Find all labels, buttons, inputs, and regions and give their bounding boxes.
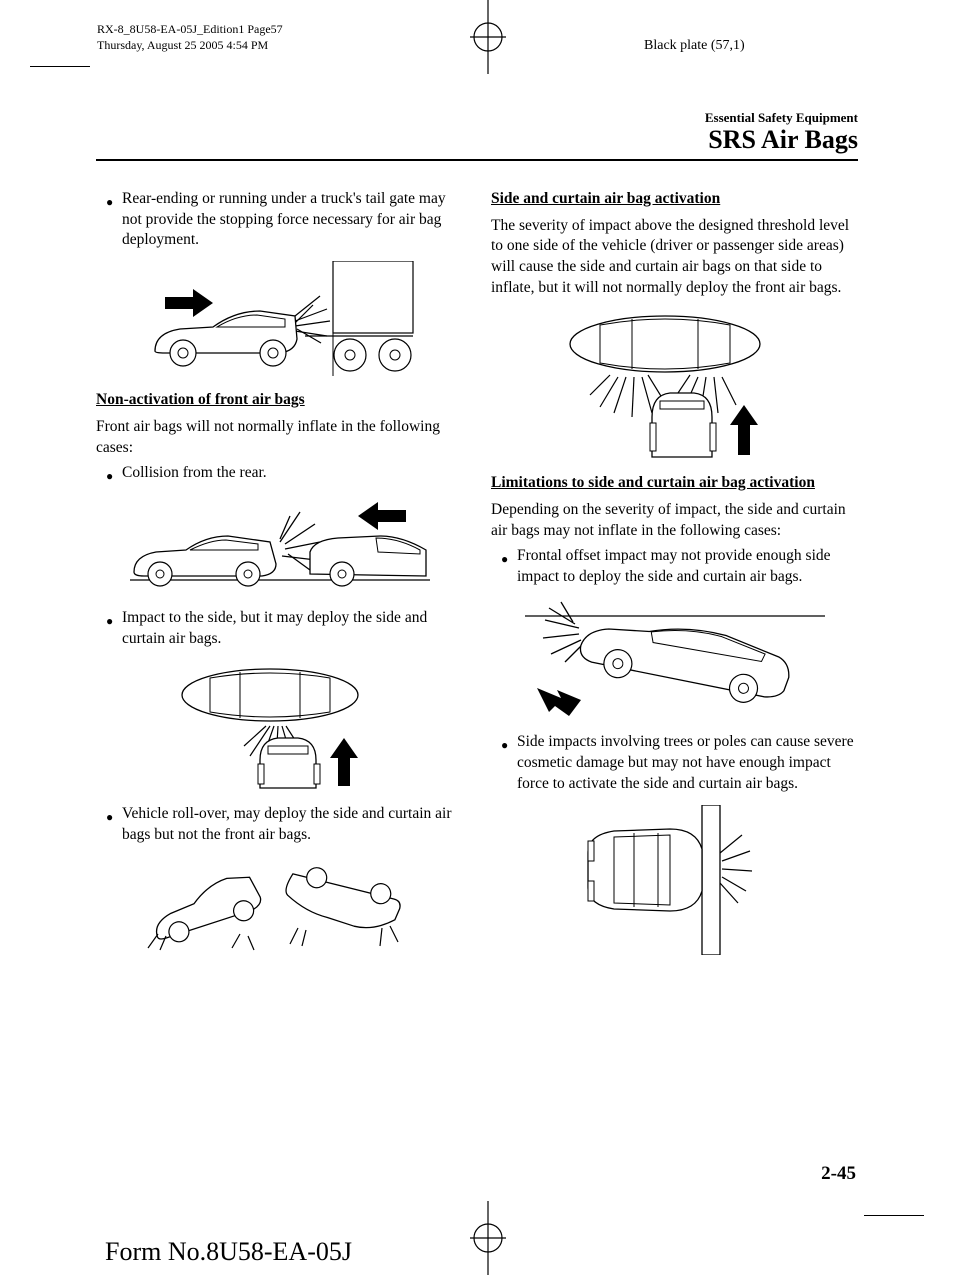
subheading: Limitations to side and curtain air bag …: [491, 473, 858, 494]
left-column: ● Rear-ending or running under a truck's…: [96, 189, 463, 969]
document-meta: RX-8_8U58-EA-05J_Edition1 Page57 Thursda…: [97, 22, 283, 53]
bullet-text: Frontal offset impact may not provide en…: [517, 546, 858, 588]
doc-id: RX-8_8U58-EA-05J_Edition1 Page57: [97, 22, 283, 38]
page-header: Essential Safety Equipment SRS Air Bags: [96, 110, 858, 161]
header-supertitle: Essential Safety Equipment: [96, 110, 858, 126]
diagram-truck-underrun: [96, 261, 463, 376]
bullet-marker: ●: [96, 189, 122, 252]
diagram-frontal-offset: [491, 598, 858, 718]
page-number: 2-45: [821, 1163, 856, 1185]
subheading: Non-activation of front air bags: [96, 390, 463, 411]
header-title: SRS Air Bags: [96, 126, 858, 155]
paragraph: Front air bags will not normally inflate…: [96, 417, 463, 459]
doc-date: Thursday, August 25 2005 4:54 PM: [97, 38, 283, 54]
bullet-marker: ●: [491, 732, 517, 795]
diagram-side-impact-topview: [96, 660, 463, 790]
paragraph: Depending on the severity of impact, the…: [491, 500, 858, 542]
diagram-pole-side-impact: [491, 805, 858, 955]
bullet-item: ● Collision from the rear.: [96, 463, 463, 484]
bullet-item: ● Side impacts involving trees or poles …: [491, 732, 858, 795]
diagram-side-activation-topview: [491, 309, 858, 459]
two-column-layout: ● Rear-ending or running under a truck's…: [96, 189, 858, 969]
bullet-text: Impact to the side, but it may deploy th…: [122, 608, 463, 650]
bullet-item: ● Rear-ending or running under a truck's…: [96, 189, 463, 252]
bullet-text: Side impacts involving trees or poles ca…: [517, 732, 858, 795]
bullet-text: Collision from the rear.: [122, 463, 463, 484]
print-registration-mark-top: [470, 0, 506, 74]
paragraph: The severity of impact above the designe…: [491, 216, 858, 300]
subheading: Side and curtain air bag activation: [491, 189, 858, 210]
print-crop-mark-left: [30, 66, 90, 67]
page-content: Essential Safety Equipment SRS Air Bags …: [96, 110, 858, 969]
right-column: Side and curtain air bag activation The …: [491, 189, 858, 969]
bullet-marker: ●: [96, 463, 122, 484]
form-number: Form No.8U58-EA-05J: [105, 1237, 352, 1267]
print-crop-mark-right: [864, 1215, 924, 1216]
bullet-marker: ●: [491, 546, 517, 588]
bullet-text: Vehicle roll-over, may deploy the side a…: [122, 804, 463, 846]
bullet-item: ● Impact to the side, but it may deploy …: [96, 608, 463, 650]
bullet-item: ● Frontal offset impact may not provide …: [491, 546, 858, 588]
header-rule: [96, 159, 858, 161]
bullet-marker: ●: [96, 608, 122, 650]
black-plate-label: Black plate (57,1): [644, 38, 745, 54]
bullet-item: ● Vehicle roll-over, may deploy the side…: [96, 804, 463, 846]
bullet-text: Rear-ending or running under a truck's t…: [122, 189, 463, 252]
diagram-rear-collision: [96, 494, 463, 594]
print-registration-mark-bottom: [470, 1201, 506, 1275]
bullet-marker: ●: [96, 804, 122, 846]
diagram-rollover: [96, 856, 463, 951]
